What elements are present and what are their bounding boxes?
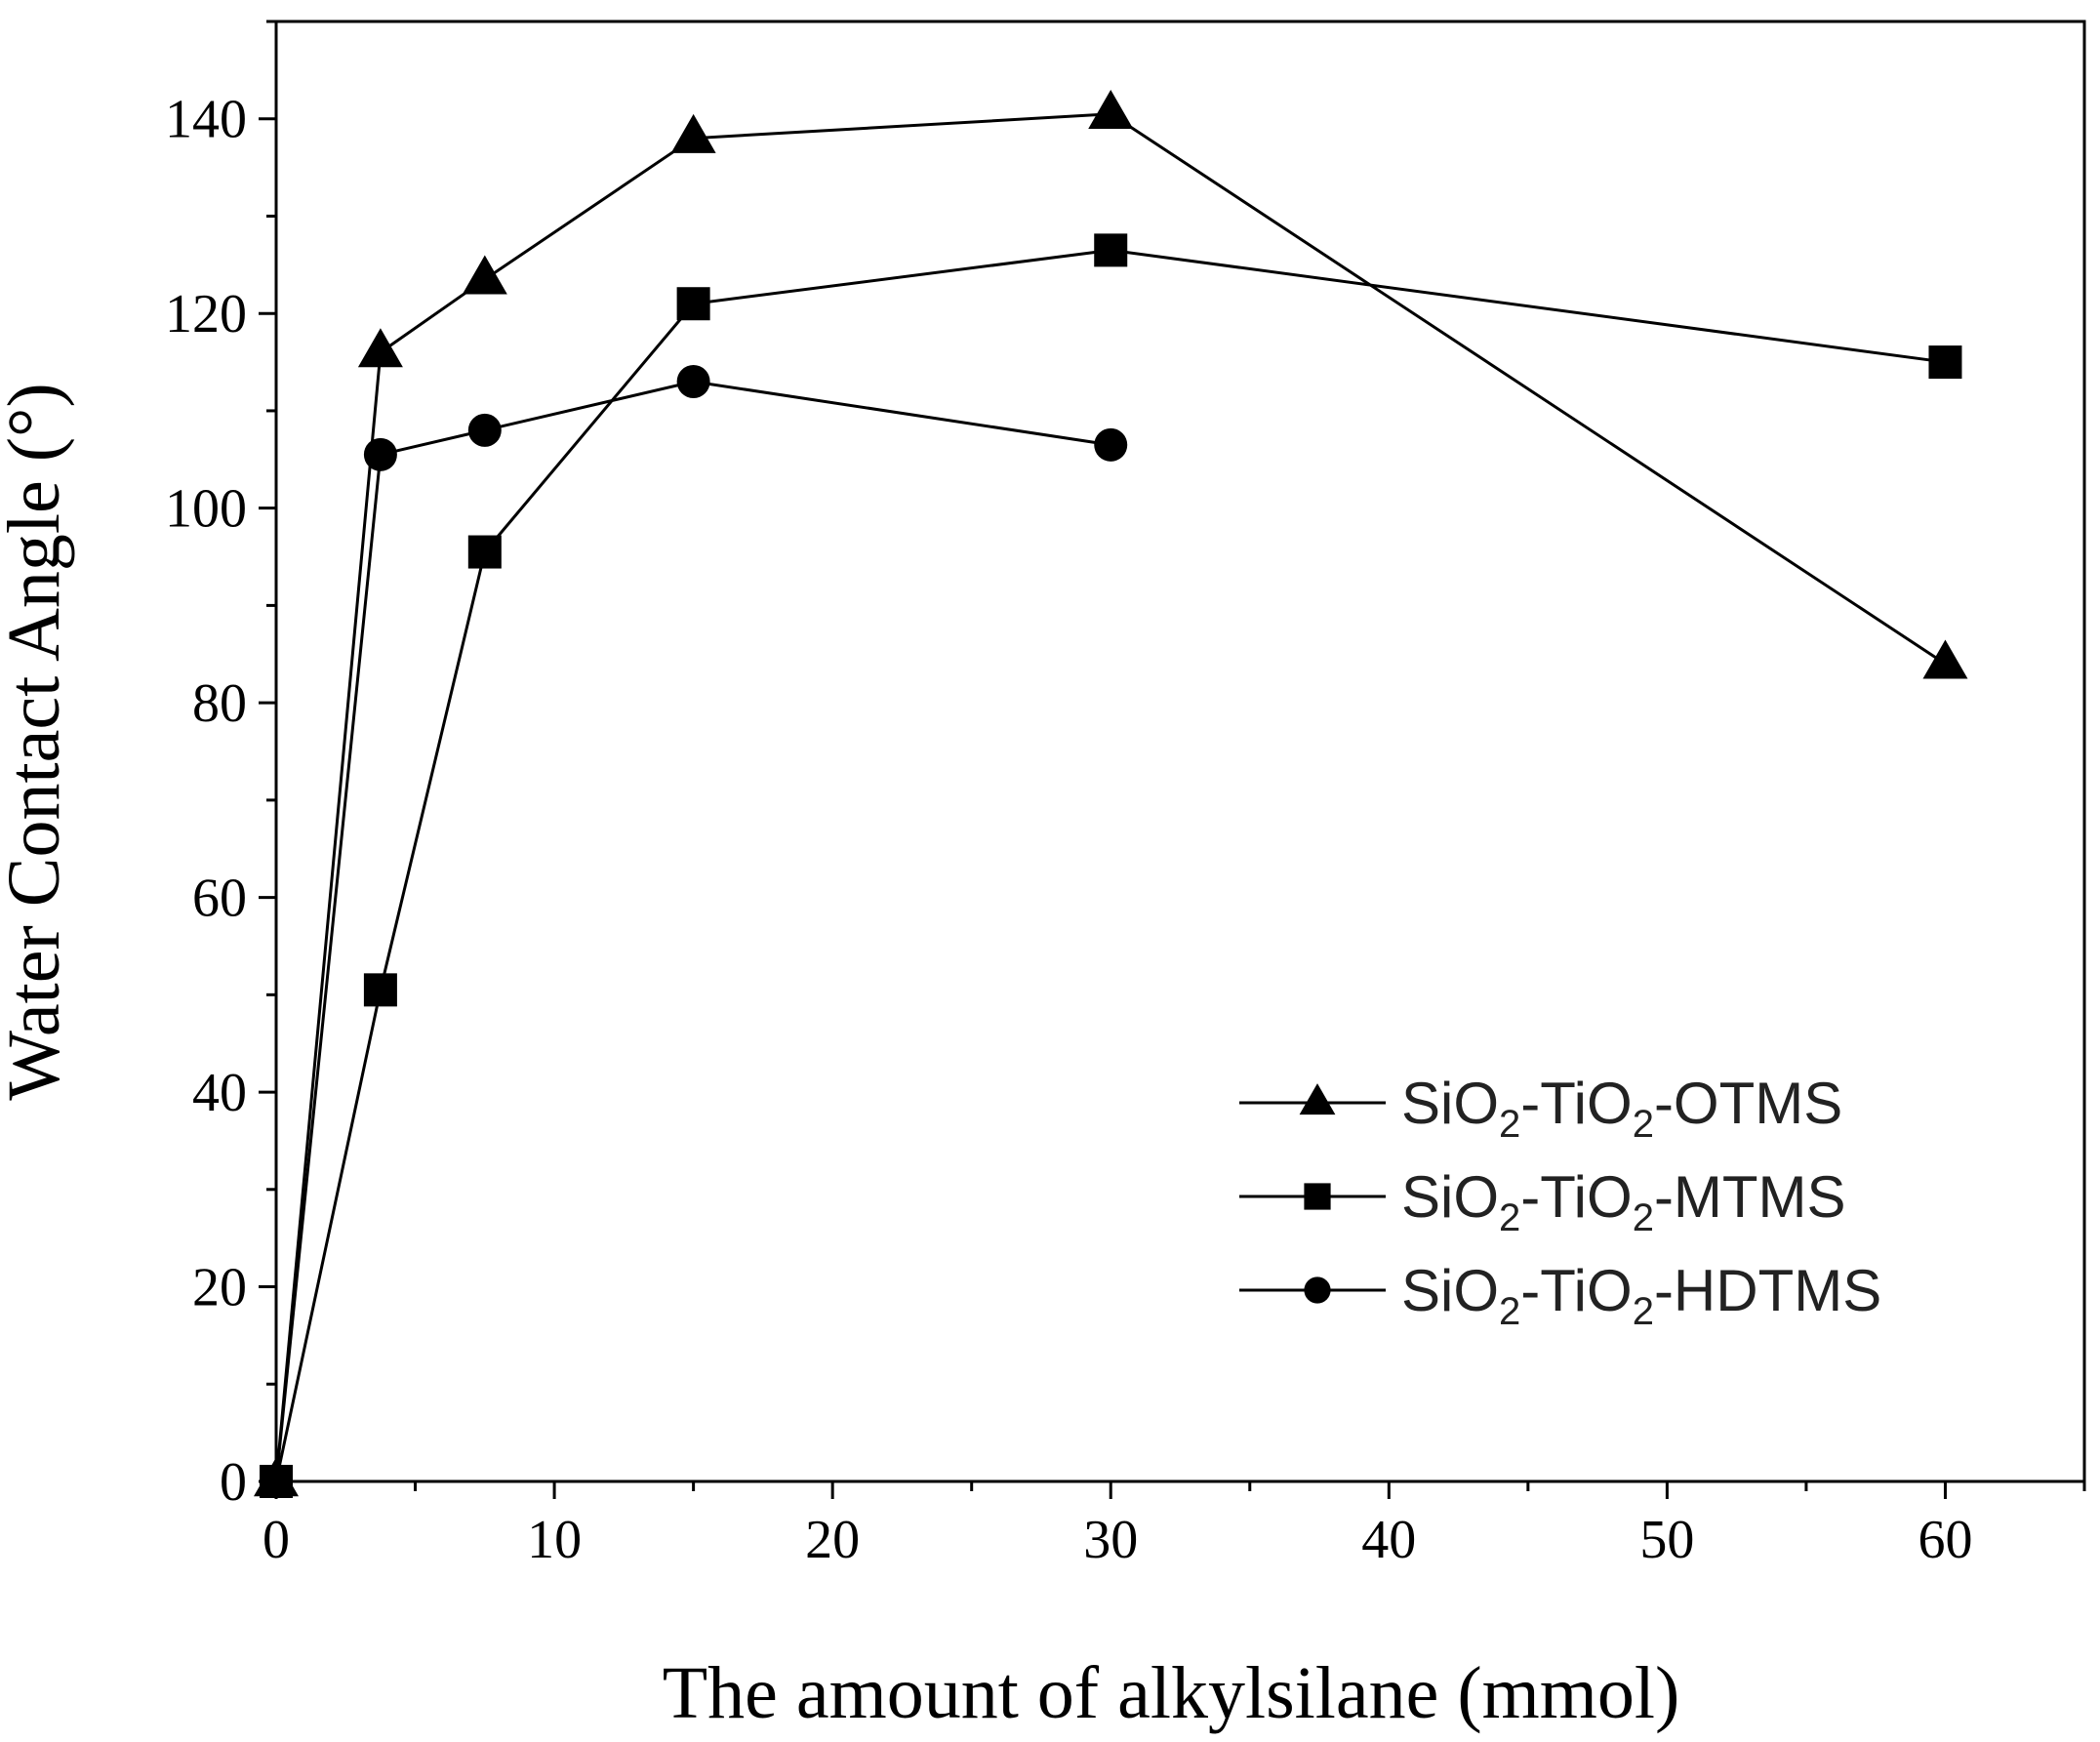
legend-item: SiO2-TiO2-HDTMS	[1239, 1258, 1881, 1333]
legend-marker	[1299, 1083, 1336, 1115]
y-tick-label: 100	[165, 479, 247, 540]
x-tick-label: 0	[262, 1510, 290, 1570]
legend-marker	[1304, 1276, 1331, 1304]
x-tick-label: 50	[1639, 1510, 1694, 1570]
x-tick-label: 30	[1083, 1510, 1138, 1570]
x-axis-title: The amount of alkylsilane (mmol)	[663, 1652, 1680, 1734]
series-line	[274, 112, 1947, 1482]
data-point	[357, 328, 403, 368]
x-tick-label: 40	[1361, 1510, 1416, 1570]
data-point	[462, 255, 507, 295]
legend-label: SiO2-TiO2-MTMS	[1401, 1164, 1846, 1239]
series-layer	[254, 89, 1968, 1498]
legend-item: SiO2-TiO2-OTMS	[1239, 1071, 1842, 1146]
series-square	[260, 233, 1962, 1498]
y-tick-label: 0	[220, 1452, 247, 1513]
y-tick-label: 60	[192, 869, 247, 929]
data-point	[1922, 639, 1968, 679]
series-circle	[260, 365, 1128, 1498]
legend-label: SiO2-TiO2-OTMS	[1401, 1071, 1842, 1146]
data-point	[1094, 427, 1128, 462]
legend-item: SiO2-TiO2-MTMS	[1239, 1164, 1846, 1239]
y-tick-label: 80	[192, 673, 247, 734]
legend-label: SiO2-TiO2-HDTMS	[1401, 1258, 1881, 1333]
axis-ticks: 0 10 20 30 40 50 60 0 20 40 60 80 100 120 140	[165, 20, 2086, 1570]
data-point	[467, 413, 502, 447]
data-point	[1088, 89, 1134, 129]
x-tick-label: 20	[805, 1510, 860, 1570]
y-tick-label: 120	[165, 284, 247, 344]
data-point	[467, 535, 502, 569]
x-tick-label: 10	[527, 1510, 582, 1570]
data-point	[676, 365, 710, 399]
data-point	[363, 437, 397, 471]
data-point	[1094, 233, 1128, 267]
y-tick-label: 40	[192, 1063, 247, 1123]
data-point	[676, 287, 710, 321]
x-tick-label: 60	[1918, 1510, 1972, 1570]
data-point	[670, 113, 716, 153]
data-point	[363, 973, 397, 1007]
legend-marker	[1304, 1183, 1331, 1210]
data-point	[1928, 345, 1962, 380]
plot-frame	[274, 20, 2086, 1483]
legend: SiO2-TiO2-OTMS SiO2-TiO2-MTMS SiO2-TiO2-HD…	[1239, 1071, 1881, 1333]
y-axis-title: Water Contact Angle (°)	[0, 383, 75, 1100]
series-line	[274, 248, 1946, 1482]
series-line	[274, 380, 1111, 1482]
y-tick-label: 20	[192, 1258, 247, 1318]
data-point	[260, 1465, 293, 1498]
plot-border	[274, 20, 2086, 1483]
y-tick-label: 140	[165, 90, 247, 150]
